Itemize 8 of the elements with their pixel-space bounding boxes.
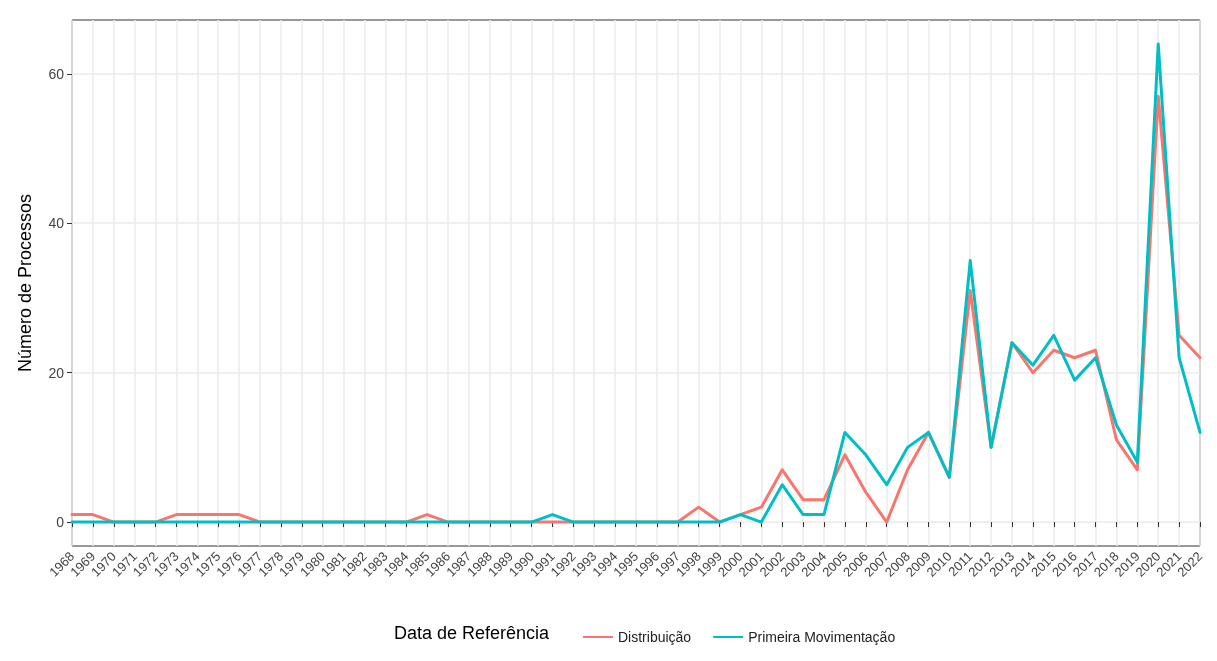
y-axis-title: Número de Processos: [15, 193, 35, 373]
legend-label: Primeira Movimentação: [748, 629, 896, 645]
y-tick-label: 40: [48, 215, 65, 232]
y-tick-label: 0: [56, 514, 65, 531]
y-tick-label: 20: [48, 364, 65, 381]
y-tick-label: 60: [48, 65, 65, 82]
legend-label: Distribuição: [618, 629, 692, 645]
legend-title: Data de Referência: [394, 623, 551, 643]
